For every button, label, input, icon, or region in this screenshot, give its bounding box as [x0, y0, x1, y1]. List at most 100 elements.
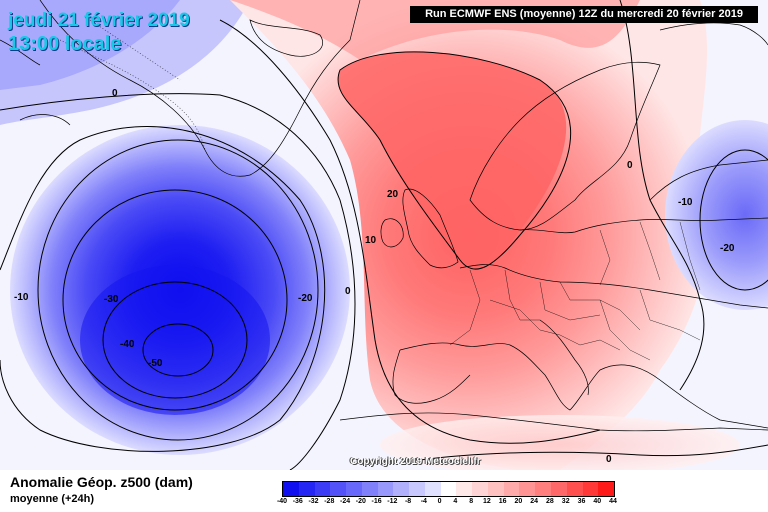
legend-swatch [503, 482, 520, 496]
greenland-detail [59, 19, 206, 151]
ireland-coast [380, 218, 404, 248]
legend-tick-label: -36 [292, 498, 303, 505]
legend-swatch [346, 482, 362, 496]
legend-tick-label: -28 [324, 498, 335, 505]
italy-coast [539, 319, 589, 396]
contour-10 [219, 19, 601, 444]
legend-swatch [566, 482, 583, 496]
legend-tick-label: 36 [577, 498, 586, 505]
contour-label: -50 [148, 358, 163, 369]
map-subtitle: moyenne (+24h) [10, 493, 95, 505]
contour-zero-south [419, 444, 768, 461]
arctic-islands [0, 39, 71, 126]
country-borders [449, 221, 701, 361]
nw-negative-core [0, 0, 180, 90]
contour-label: 0 [627, 160, 633, 171]
great-britain-coast [402, 188, 459, 269]
legend-swatch [393, 482, 410, 496]
iceland-coast [249, 19, 323, 57]
contour-minus50 [142, 323, 214, 377]
legend-tick-label: 40 [593, 498, 602, 505]
color-scale-ticks: -40 -36 -32 -28 -24 -20 -16 -12 -8 -4 0 4 8 12 16 20 24 2… [277, 498, 617, 510]
legend-swatch [424, 482, 441, 496]
legend-tick-label: -20 [355, 498, 366, 505]
copyright-text: Copyright 2019 Meteociel.fr [350, 456, 481, 467]
legend-tick-label: 24 [530, 498, 539, 505]
scandinavia-coast [469, 61, 661, 231]
atlantic-low-core [80, 265, 270, 415]
contour-label: -20 [720, 243, 735, 254]
contour-label: 20 [387, 189, 399, 200]
legend-tick-label: -12 [387, 498, 398, 505]
contour-minus30 [62, 189, 288, 411]
legend-tick-label: 20 [514, 498, 523, 505]
legend-tick-label: -16 [371, 498, 382, 505]
forecast-date: jeudi 21 février 2019 [8, 10, 190, 31]
contour-minus40 [102, 281, 248, 399]
contour-label: 0 [606, 454, 612, 465]
legend-swatch [377, 482, 394, 496]
legend-tick-label: 16 [498, 498, 507, 505]
north-continent-line [459, 264, 768, 309]
legend-swatch [409, 482, 425, 496]
iberia-coast [392, 349, 471, 404]
legend-tick-label: -8 [404, 498, 412, 505]
contour-20 [337, 51, 571, 270]
contour-label: -20 [298, 293, 313, 304]
legend-tick-label: -40 [276, 498, 288, 505]
coastlines [0, 0, 768, 432]
mediterranean-north-coast [399, 342, 768, 429]
map-canvas: 0 -10 -30 -20 -40 -50 0 10 20 0 -10 -20 … [0, 0, 768, 470]
color-scale-legend [282, 481, 615, 497]
legend-swatch [519, 482, 536, 496]
legend-swatch [283, 482, 299, 496]
contour-zero-east [619, 0, 705, 391]
legend-swatch [456, 482, 473, 496]
legend-swatch [582, 482, 599, 496]
ridge-max-core [338, 51, 567, 269]
legend-swatch [535, 482, 552, 496]
legend-tick-label: 44 [609, 498, 617, 505]
legend-tick-label: 0 [437, 498, 442, 505]
legend-swatch [598, 482, 615, 496]
arctic-russia-coast [659, 22, 768, 46]
forecast-local-time: 13:00 locale [8, 33, 122, 55]
contour-label: -30 [104, 294, 119, 305]
legend-tick-label: 12 [482, 498, 491, 505]
contour-label: 10 [365, 235, 377, 246]
contour-label: -10 [678, 197, 693, 208]
greenland-coast [39, 0, 361, 177]
north-africa-coast [339, 412, 768, 432]
legend-swatch [298, 482, 315, 496]
contour-lines [0, 0, 768, 470]
contour-label: -40 [120, 339, 135, 350]
russia-border [649, 159, 768, 201]
legend-swatch [330, 482, 347, 496]
contour-label-group: 0 -10 -30 -20 -40 -50 0 10 20 0 -10 -20 … [14, 88, 735, 465]
map-title: Anomalie Géop. z500 (dam) [10, 474, 193, 490]
contour-label: 0 [345, 286, 351, 297]
legend-swatch [472, 482, 488, 496]
legend-tick-label: 28 [546, 498, 554, 505]
legend-swatch [487, 482, 504, 496]
contour-label: -10 [14, 292, 29, 303]
legend-tick-label: 32 [561, 498, 570, 505]
legend-tick-label: -24 [339, 498, 351, 505]
legend-swatch [314, 482, 331, 496]
legend-tick-label: -4 [420, 498, 427, 505]
legend-tick-label: -32 [308, 498, 319, 505]
contour-minus20 [37, 139, 319, 441]
legend-swatch [361, 482, 378, 496]
contour-label: 0 [112, 88, 118, 99]
legend-swatch [551, 482, 567, 496]
baltic-coast [519, 217, 768, 234]
legend-swatch [440, 482, 457, 496]
contour-minus10 [0, 126, 326, 452]
mediterranean-shading [380, 415, 740, 470]
model-run-label: Run ECMWF ENS (moyenne) 12Z du mercredi … [410, 6, 758, 23]
legend-tick-label: 4 [453, 498, 458, 505]
legend-tick-label: 8 [469, 498, 474, 505]
contour-east-minus10 [699, 149, 768, 291]
anomaly-map: 0 -10 -30 -20 -40 -50 0 10 20 0 -10 -20 … [0, 0, 768, 470]
